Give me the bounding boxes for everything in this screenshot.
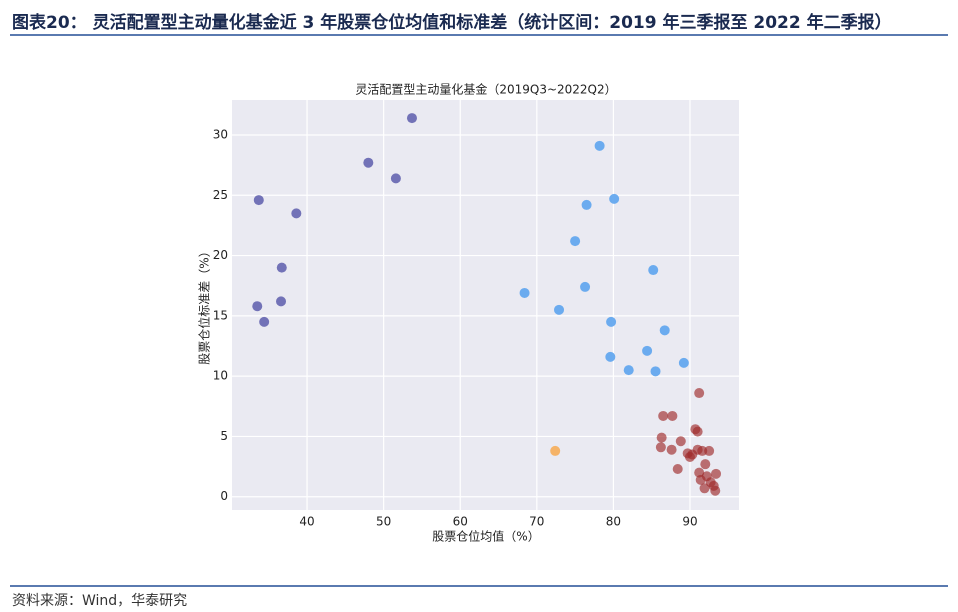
point [609, 193, 620, 204]
point [659, 325, 670, 336]
point [406, 113, 417, 124]
x-tick-label: 70 [529, 515, 544, 529]
point [694, 388, 705, 399]
point [700, 459, 711, 470]
point [606, 316, 617, 327]
point [363, 157, 374, 168]
y-tick-label: 15 [213, 308, 228, 322]
plot-area [232, 100, 739, 510]
point [570, 236, 581, 247]
y-tick-label: 10 [213, 369, 228, 383]
point [252, 301, 263, 312]
point [390, 173, 401, 184]
point [656, 432, 667, 443]
point [695, 474, 706, 485]
point [554, 304, 565, 315]
x-tick-label: 90 [682, 515, 697, 529]
point [605, 351, 616, 362]
x-tick-label: 50 [376, 515, 391, 529]
point [291, 208, 302, 219]
x-tick-label: 80 [606, 515, 621, 529]
x-tick-label: 60 [453, 515, 468, 529]
x-tick-label: 40 [299, 515, 314, 529]
point [675, 436, 686, 447]
point [550, 445, 561, 456]
point [276, 262, 287, 273]
point [672, 464, 683, 474]
y-axis-label: 股票仓位标准差（%） [197, 245, 212, 364]
point [259, 316, 270, 327]
y-tick-label: 30 [213, 127, 228, 141]
point [655, 442, 666, 453]
point [580, 281, 591, 292]
point [699, 483, 710, 494]
y-tick-label: 0 [220, 489, 228, 503]
point [642, 345, 653, 356]
point [650, 366, 661, 377]
y-tick-label: 5 [220, 429, 228, 443]
point [684, 451, 695, 462]
chart-title: 灵活配置型主动量化基金（2019Q3~2022Q2） [355, 82, 616, 97]
point [710, 485, 721, 496]
y-tick-label: 20 [213, 248, 228, 262]
point [519, 287, 530, 298]
point [697, 445, 708, 456]
point [666, 444, 677, 455]
point [253, 195, 264, 206]
point [678, 357, 689, 368]
point [711, 468, 722, 479]
point [276, 296, 287, 307]
x-axis-label: 股票仓位均值（%） [432, 529, 539, 544]
point [648, 265, 659, 276]
source: 资料来源：Wind，华泰研究 [12, 593, 188, 609]
point [581, 199, 592, 210]
y-tick-label: 25 [213, 188, 228, 202]
point [692, 426, 703, 437]
point [623, 365, 634, 376]
point [658, 410, 669, 421]
chart: 灵活配置型主动量化基金（2019Q3~2022Q2） 股票仓位均值（%） 股票仓… [197, 82, 739, 544]
header-title: 图表20： 灵活配置型主动量化基金近 3 年股票仓位均值和标准差（统计区间：20… [12, 13, 892, 33]
header-rule [10, 34, 948, 36]
point [667, 410, 678, 421]
point [704, 445, 715, 456]
footer-rule [10, 585, 948, 587]
point [594, 140, 605, 151]
